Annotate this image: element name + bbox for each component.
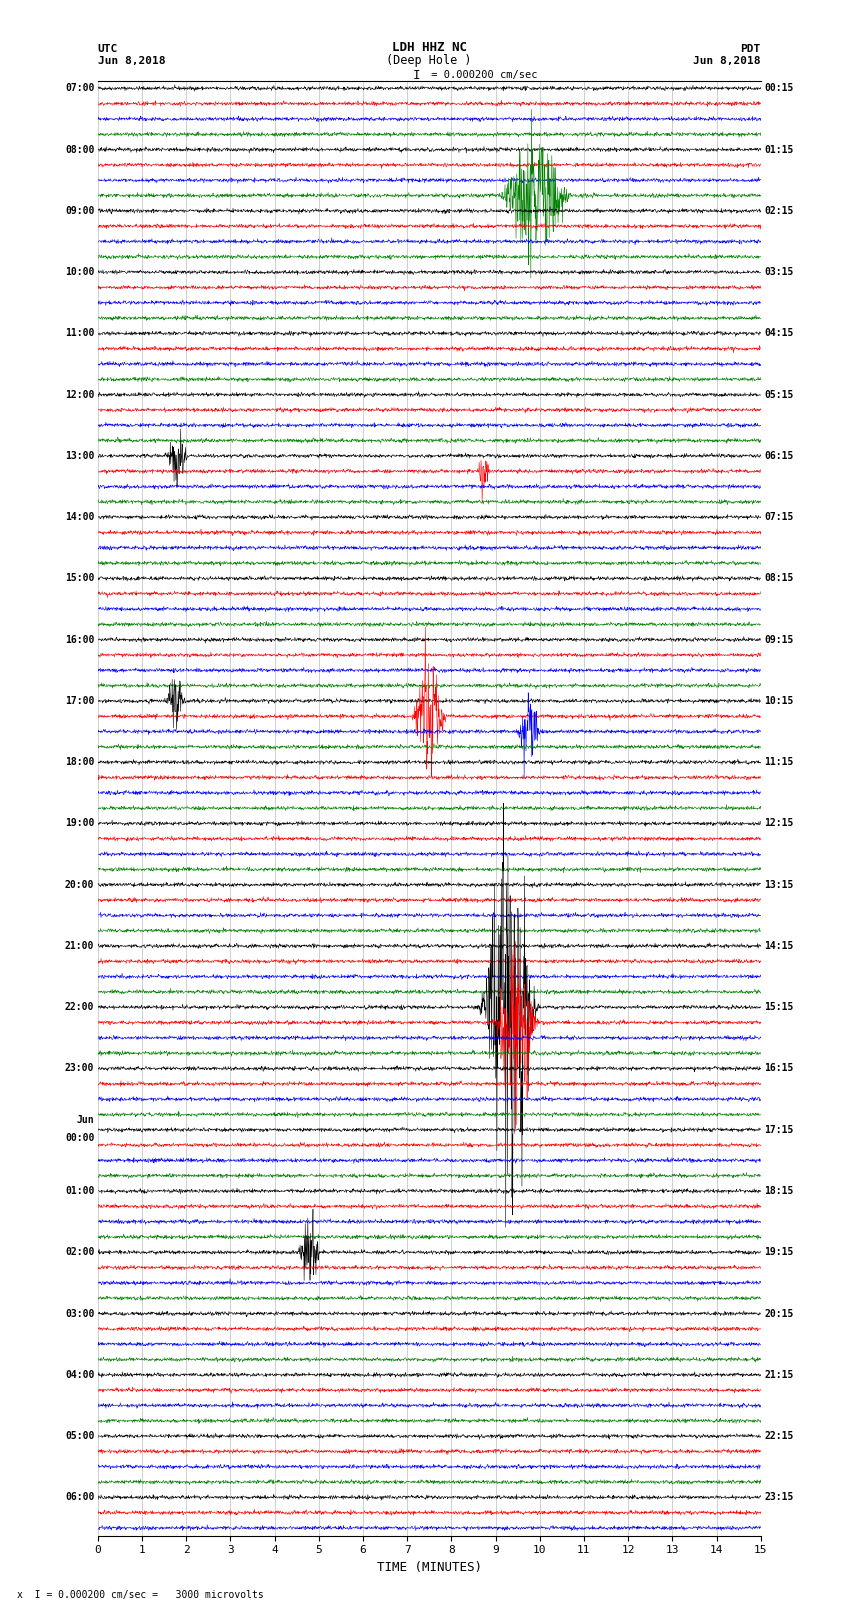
Text: Jun 8,2018: Jun 8,2018: [694, 56, 761, 66]
Text: 20:15: 20:15: [764, 1308, 794, 1318]
Text: 07:00: 07:00: [65, 84, 94, 94]
Text: 03:00: 03:00: [65, 1308, 94, 1318]
Text: 01:00: 01:00: [65, 1186, 94, 1195]
Text: 15:15: 15:15: [764, 1002, 794, 1013]
Text: (Deep Hole ): (Deep Hole ): [387, 53, 472, 66]
Text: 23:00: 23:00: [65, 1063, 94, 1074]
Text: 14:00: 14:00: [65, 513, 94, 523]
Text: 21:00: 21:00: [65, 940, 94, 952]
Text: 21:15: 21:15: [764, 1369, 794, 1379]
X-axis label: TIME (MINUTES): TIME (MINUTES): [377, 1561, 482, 1574]
Text: 05:00: 05:00: [65, 1431, 94, 1440]
Text: 06:15: 06:15: [764, 452, 794, 461]
Text: 16:00: 16:00: [65, 634, 94, 645]
Text: 15:00: 15:00: [65, 573, 94, 584]
Text: 02:15: 02:15: [764, 206, 794, 216]
Text: 13:15: 13:15: [764, 879, 794, 890]
Text: 07:15: 07:15: [764, 513, 794, 523]
Text: = 0.000200 cm/sec: = 0.000200 cm/sec: [425, 69, 537, 81]
Text: 14:15: 14:15: [764, 940, 794, 952]
Text: 12:15: 12:15: [764, 818, 794, 829]
Text: 00:00: 00:00: [65, 1132, 94, 1144]
Text: 05:15: 05:15: [764, 390, 794, 400]
Text: 19:00: 19:00: [65, 818, 94, 829]
Text: 10:15: 10:15: [764, 695, 794, 706]
Text: I: I: [413, 68, 420, 82]
Text: 23:15: 23:15: [764, 1492, 794, 1502]
Text: LDH HHZ NC: LDH HHZ NC: [392, 40, 467, 53]
Text: 00:15: 00:15: [764, 84, 794, 94]
Text: 01:15: 01:15: [764, 145, 794, 155]
Text: 22:15: 22:15: [764, 1431, 794, 1440]
Text: 16:15: 16:15: [764, 1063, 794, 1074]
Text: PDT: PDT: [740, 44, 761, 53]
Text: 02:00: 02:00: [65, 1247, 94, 1257]
Text: 13:00: 13:00: [65, 452, 94, 461]
Text: 08:00: 08:00: [65, 145, 94, 155]
Text: 03:15: 03:15: [764, 268, 794, 277]
Text: 12:00: 12:00: [65, 390, 94, 400]
Text: 17:15: 17:15: [764, 1124, 794, 1134]
Text: UTC: UTC: [98, 44, 118, 53]
Text: 18:00: 18:00: [65, 756, 94, 768]
Text: 04:15: 04:15: [764, 329, 794, 339]
Text: 11:00: 11:00: [65, 329, 94, 339]
Text: 09:00: 09:00: [65, 206, 94, 216]
Text: 17:00: 17:00: [65, 695, 94, 706]
Text: 19:15: 19:15: [764, 1247, 794, 1257]
Text: x  I = 0.000200 cm/sec =   3000 microvolts: x I = 0.000200 cm/sec = 3000 microvolts: [17, 1590, 264, 1600]
Text: 10:00: 10:00: [65, 268, 94, 277]
Text: Jun 8,2018: Jun 8,2018: [98, 56, 165, 66]
Text: 11:15: 11:15: [764, 756, 794, 768]
Text: 09:15: 09:15: [764, 634, 794, 645]
Text: 04:00: 04:00: [65, 1369, 94, 1379]
Text: 20:00: 20:00: [65, 879, 94, 890]
Text: Jun: Jun: [76, 1115, 94, 1124]
Text: 06:00: 06:00: [65, 1492, 94, 1502]
Text: 08:15: 08:15: [764, 573, 794, 584]
Text: 22:00: 22:00: [65, 1002, 94, 1013]
Text: 18:15: 18:15: [764, 1186, 794, 1195]
